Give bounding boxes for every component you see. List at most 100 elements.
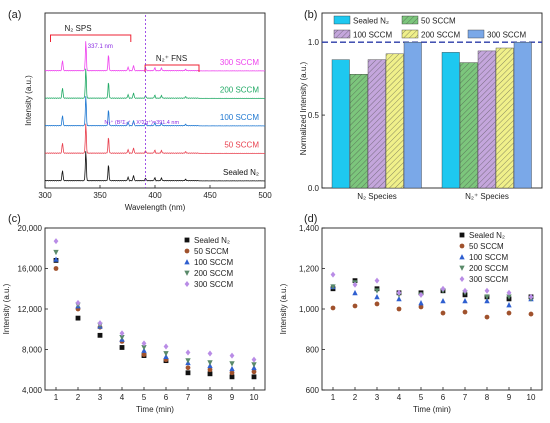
legend-label-4: 300 SCCM [194,280,233,289]
x-tick-label: 5 [419,393,424,402]
y-tick-label: 1,400 [299,224,320,233]
spectrum-label-3: 50 SCCM [224,141,259,150]
data-point-3-3 [119,334,125,341]
data-point-0-8 [229,374,235,380]
data-point-3-2 [374,288,380,294]
data-point-4-6 [462,287,468,294]
spectrum-line-1 [44,68,266,100]
data-point-1-0 [53,266,59,271]
x-tick-label: 10 [527,393,536,402]
data-point-1-7 [207,367,213,373]
data-point-4-4 [418,291,424,298]
data-point-1-4 [418,304,424,310]
legend-label-0: Sealed N₂ [469,231,505,240]
data-point-3-4 [141,345,147,351]
data-point-3-5 [163,351,169,357]
data-point-0-6 [185,370,191,376]
legend-marker-3 [459,265,465,271]
legend-label-0: Sealed N₂ [353,17,389,26]
y-tick-label: 800 [306,346,320,355]
spectrum-label-1: 200 SCCM [220,86,259,95]
x-tick-label-a: 300 [38,191,52,200]
y-axis-label-b: Normalized Intensity (a.u.) [299,61,308,155]
data-point-3-0 [53,249,59,256]
x-tick-label: 9 [230,393,235,402]
y-tick-label-b: 1.0 [308,38,320,47]
data-point-3-8 [229,361,235,367]
legend-label-3: 200 SCCM [469,264,508,273]
data-point-1-8 [229,370,235,376]
data-point-1-9 [528,311,534,317]
y-tick-label: 1,000 [299,305,320,314]
data-point-4-8 [229,352,235,359]
panel-label-a: (a) [8,9,21,21]
data-point-2-6 [462,298,468,304]
x-tick-label-a: 400 [148,191,162,200]
data-point-4-7 [207,350,213,357]
spectrum-label-4: Sealed N₂ [223,168,259,177]
y-axis-label: Intensity (a.u.) [2,283,11,334]
data-point-4-5 [440,285,446,292]
legend-label-1: 50 SCCM [469,242,504,251]
bar-4-0 [403,41,422,189]
data-point-4-4 [141,340,147,347]
plot-frame-b [321,12,543,189]
data-point-4-3 [119,330,125,337]
legend-label-3: 200 SCCM [421,31,460,40]
x-tick-label: 7 [186,393,191,402]
data-point-3-6 [185,358,191,364]
data-point-2-8 [229,365,235,372]
data-point-4-9 [251,356,257,363]
data-point-0-2 [97,332,103,338]
y-tick-label: 8,000 [22,346,43,355]
data-point-4-3 [396,289,402,296]
y-tick-label: 20,000 [18,224,43,233]
sps-label: N₂ SPS [64,24,91,33]
data-point-3-0 [330,284,336,290]
data-point-4-1 [75,299,81,306]
legend-marker-1 [184,248,190,254]
data-point-1-4 [141,352,147,357]
x-tick-label: 1 [331,393,336,402]
bar-0-1 [441,52,460,189]
sps-bracket [50,34,132,42]
data-point-4-7 [484,287,490,294]
panel-d-scatter: 600 800 1,000 1,200 1,400 1 2 3 4 5 6 7 8 9 10 Time (mi… [279,224,543,414]
plot-frame-panel-d [321,227,543,391]
spectrum-line-2 [44,96,266,127]
y-tick-label-b: 0.5 [308,111,320,120]
x-tick-label: 7 [463,393,468,402]
data-point-4-8 [506,289,512,296]
x-tick-label: 3 [375,393,380,402]
data-point-0-9 [251,374,257,380]
data-point-1-9 [251,369,257,375]
bar-4-1 [513,41,532,189]
data-point-2-2 [374,293,380,300]
legend-swatch-2 [333,29,351,39]
legend-marker-0 [184,237,190,243]
data-point-2-7 [484,298,490,304]
x-tick-label-a: 350 [93,191,107,200]
fns-bracket [144,64,200,72]
x-axis-label-a: Wavelength (nm) [125,203,186,212]
data-point-4-6 [185,349,191,356]
data-point-4-5 [163,343,169,350]
x-axis-label: Time (min) [413,405,451,414]
data-point-2-8 [506,302,512,308]
data-point-4-2 [374,277,380,284]
y-axis-label: Intensity (a.u.) [279,283,288,334]
x-tick-label: 4 [120,393,125,402]
data-point-2-4 [418,300,424,306]
spectrum-line-4 [44,151,266,182]
bar-2-1 [477,50,496,189]
legend-swatch-3 [401,29,419,39]
legend-label-2: 100 SCCM [469,253,508,262]
x-tick-label-a: 500 [258,191,272,200]
y-tick-label: 600 [306,386,320,395]
spectrum-label-0: 300 SCCM [220,58,259,67]
spectrum-label-2: 100 SCCM [220,113,259,122]
data-point-1-2 [374,301,380,307]
y-tick-label: 4,000 [22,386,43,395]
legend-marker-4 [459,276,465,282]
